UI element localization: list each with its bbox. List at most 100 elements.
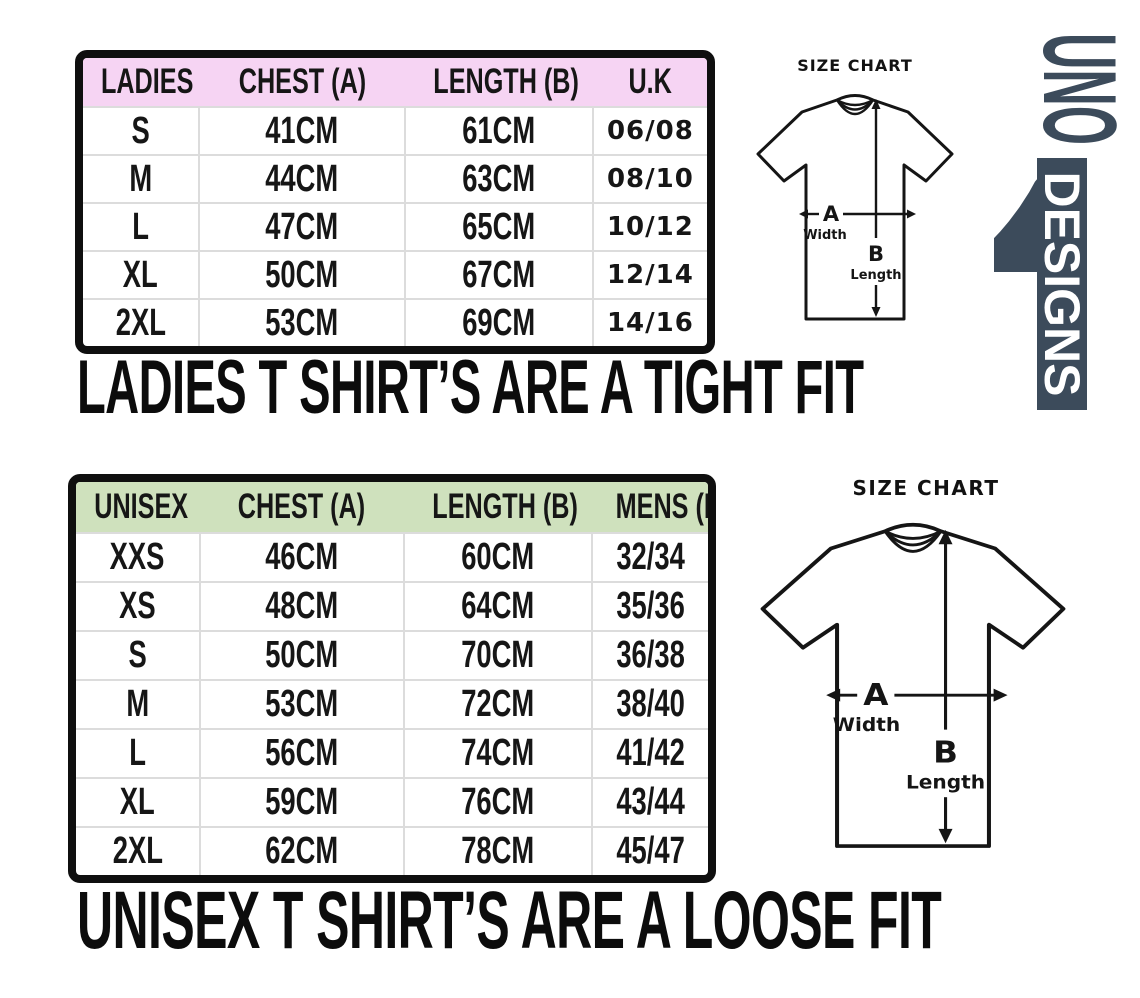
numeral-one-flag-icon [994,178,1038,272]
size-cell: 10/12 [591,202,707,252]
size-cell: 32/34 [590,532,708,583]
arrowhead-down-icon [938,828,953,844]
size-row: S 50CM 70CM 36/38 [76,630,708,681]
size-cell: 35/36 [590,581,708,632]
column-header: U.K [628,62,672,101]
ladies-size-table: LADIES CHEST (A) LENGTH (B) U.K S 41CM 61CM 06/… [75,50,715,354]
size-cell: 41CM [198,106,406,156]
size-cell: 78CM [402,826,593,875]
size-cell: L [83,202,201,252]
size-row: M 53CM 72CM 38/40 [76,679,708,730]
width-label: Width [833,714,900,736]
brand-logo-word-top: UNO [1021,32,1137,146]
size-cell: XL [76,777,201,828]
ladies-size-table-grid: LADIES CHEST (A) LENGTH (B) U.K S 41CM 61CM 06/… [83,58,707,346]
size-cell: 61CM [403,106,594,156]
size-row: XL 50CM 67CM 12/14 [83,250,707,300]
size-cell: 06/08 [591,106,707,156]
size-cell: M [76,679,201,730]
size-row: XL 59CM 76CM 43/44 [76,777,708,828]
size-cell: 46CM [198,532,405,583]
size-cell: 59CM [198,777,405,828]
arrowhead-right-icon [907,209,916,219]
tshirt-diagram-icon: A Width B Length [756,94,954,321]
arrowhead-left-icon [799,209,808,219]
size-cell: 70CM [402,630,593,681]
size-cell: 14/16 [591,298,707,346]
unisex-fit-caption: UNISEX T SHIRT’S ARE A LOOSE FIT [77,875,942,966]
collar-rib-icon [883,530,943,553]
size-cell: L [76,728,201,779]
size-row: M 44CM 63CM 08/10 [83,154,707,204]
collar-rib-icon [883,530,943,547]
column-header: LADIES [100,62,194,101]
size-cell: 64CM [402,581,593,632]
size-cell: 44CM [198,154,406,204]
size-cell: 12/14 [591,250,707,300]
size-cell: M [83,154,201,204]
size-cell: 2XL [76,826,201,875]
size-row: 2XL 62CM 78CM 45/47 [76,826,708,875]
table-header-row: UNISEX CHEST (A) LENGTH (B) MENS (IN) [76,482,708,533]
column-header: UNISEX [94,487,189,526]
size-chart-title: SIZE CHART [797,56,913,75]
tshirt-outline [756,94,954,321]
length-letter: B [933,736,958,771]
size-cell: S [83,106,201,156]
collar-rib-icon [884,529,942,540]
size-cell: 50CM [198,630,405,681]
unisex-size-table-grid: UNISEX CHEST (A) LENGTH (B) MENS (IN) XXS46C… [76,482,708,875]
size-cell: 45/47 [590,826,708,875]
size-cell: 76CM [402,777,593,828]
column-header: LENGTH (B) [432,487,578,526]
size-cell: 2XL [83,298,201,346]
size-cell: XXS [76,532,201,583]
brand-logo: UNO DESIGNS [990,28,1137,420]
size-cell: XS [76,581,201,632]
size-chart-title: SIZE CHART [852,476,1000,500]
size-row: XS 48CM 64CM 35/36 [76,581,708,632]
size-cell: 63CM [403,154,594,204]
size-cell: 72CM [402,679,593,730]
size-cell: 50CM [198,250,406,300]
size-row: L 47CM 65CM 10/12 [83,202,707,252]
size-cell: 60CM [402,532,593,583]
length-letter: B [868,242,884,266]
arrowhead-left-icon [826,688,841,702]
length-label: Length [850,268,901,283]
arrowhead-down-icon [871,307,881,317]
size-cell: 69CM [403,298,594,346]
size-cell: 38/40 [590,679,708,730]
size-cell: 62CM [198,826,405,875]
collar-rib-icon [836,98,874,107]
column-header: LENGTH (B) [433,62,579,101]
table-header-row: LADIES CHEST (A) LENGTH (B) U.K [83,58,707,107]
size-cell: 67CM [403,250,594,300]
size-cell: S [76,630,201,681]
size-cell: 53CM [198,298,406,346]
brand-logo-word-bottom: DESIGNS [1034,171,1090,397]
size-row: L 56CM 74CM 41/42 [76,728,708,779]
size-cell: XL [83,250,201,300]
column-header: MENS (IN) [615,487,711,526]
tshirt-outline [760,522,1066,848]
arrowhead-up-icon [938,529,953,545]
column-header: CHEST (A) [238,487,366,526]
size-row: S 41CM 61CM 06/08 [83,106,707,156]
size-row: XXS 46CM 60CM 32/34 [76,532,708,583]
tshirt-diagram-icon: A Width B Length [760,522,1066,848]
size-cell: 65CM [403,202,594,252]
arrowhead-up-icon [871,99,881,109]
width-letter: A [863,678,889,713]
size-cell: 48CM [198,581,405,632]
unisex-measure-diagram: SIZE CHART A Width B Length [740,472,1080,872]
width-letter: A [823,202,840,226]
length-label: Length [906,771,985,793]
size-cell: 74CM [402,728,593,779]
width-label: Width [803,228,847,243]
size-cell: 41/42 [590,728,708,779]
arrowhead-right-icon [993,688,1008,702]
size-cell: 43/44 [590,777,708,828]
size-cell: 56CM [198,728,405,779]
size-row: 2XL 53CM 69CM 14/16 [83,298,707,346]
